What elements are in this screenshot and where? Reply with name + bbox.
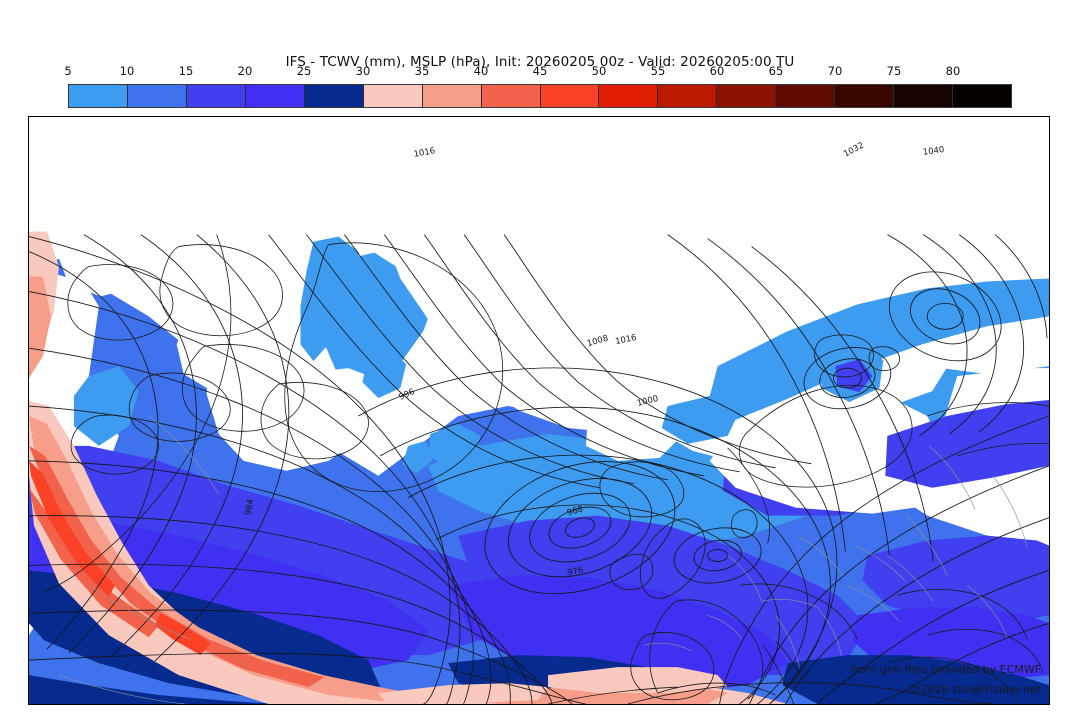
colorbar-swatch-50-55 [599, 85, 659, 107]
isobar-label-984: 984 [243, 498, 256, 516]
colorbar-tick-55: 55 [650, 64, 666, 78]
colorbar-tick-20: 20 [237, 64, 253, 78]
colorbar-tick-65: 65 [768, 64, 784, 78]
isobar-label-976: 976 [566, 564, 584, 577]
colorbar-swatch-75-80 [894, 85, 954, 107]
colorbar-tick-5: 5 [64, 64, 72, 78]
colorbar-swatch-60-65 [717, 85, 777, 107]
colorbar-swatch-45-50 [540, 85, 600, 107]
isobar-label-1040: 1040 [922, 144, 945, 157]
colorbar-tick-10: 10 [119, 64, 135, 78]
colorbar-tick-75: 75 [886, 64, 902, 78]
colorbar-swatches [68, 84, 1012, 108]
isobar-label-1016-b: 1016 [413, 145, 436, 159]
data-source-credit: from grib files provided by ECMWF [850, 663, 1041, 676]
colorbar-tick-60: 60 [709, 64, 725, 78]
map-canvas[interactable]: 968 976 984 996 1000 1008 1016 1032 1040… [28, 116, 1050, 705]
colorbar-swatch-35-40 [422, 85, 482, 107]
isobar-label-1016: 1016 [614, 332, 637, 346]
colorbar-swatch-65-70 [776, 85, 836, 107]
colorbar-tick-50: 50 [591, 64, 607, 78]
chart-title: IFS - TCWV (mm), MSLP (hPa), Init: 20260… [285, 54, 795, 70]
colorbar-tick-40: 40 [473, 64, 489, 78]
colorbar-swatch-70-75 [835, 85, 895, 107]
coastline-overlay [29, 117, 1049, 704]
colorbar-tick-15: 15 [178, 64, 194, 78]
colorbar-swatch-55-60 [658, 85, 718, 107]
colorbar-tick-labels: 5 10 15 20 25 30 35 40 45 50 55 60 65 70 75 80 [0, 64, 1080, 80]
colorbar-tick-25: 25 [296, 64, 312, 78]
colorbar-swatch-5-10 [69, 85, 128, 107]
tcwv-shaded-field [29, 117, 1049, 704]
colorbar-swatch-20-25 [245, 85, 305, 107]
colorbar-tick-80: 80 [945, 64, 961, 78]
colorbar-swatch-10-15 [127, 85, 187, 107]
colorbar-swatch-30-35 [363, 85, 423, 107]
mslp-isobar-contours: 968 976 984 996 1000 1008 1016 1032 1040… [29, 117, 1049, 704]
colorbar-swatch->80 [953, 85, 1011, 107]
colorbar-tick-70: 70 [827, 64, 843, 78]
colorbar-swatch-15-20 [186, 85, 246, 107]
colorbar-tick-35: 35 [414, 64, 430, 78]
colorbar-swatch-25-30 [304, 85, 364, 107]
colorbar-tick-45: 45 [532, 64, 548, 78]
colorbar-tick-30: 30 [355, 64, 371, 78]
copyright-credit: ©2026 sbo@irizone.net [909, 683, 1041, 696]
isobar-label-968: 968 [566, 504, 584, 518]
colorbar [68, 84, 1012, 108]
colorbar-swatch-40-45 [481, 85, 541, 107]
